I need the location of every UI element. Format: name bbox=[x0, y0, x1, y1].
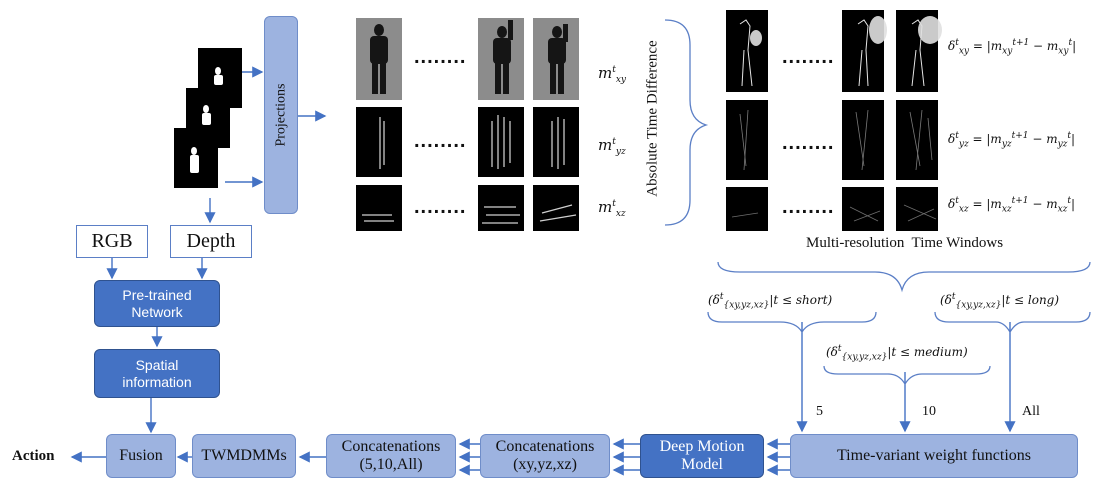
spatial-information-box: Spatial information bbox=[94, 349, 220, 398]
delta-xy-rhs: = |mxyt+1 − mxyt| bbox=[972, 38, 1077, 57]
depth-input-box: Depth bbox=[170, 225, 252, 258]
m-xy-sup: t bbox=[612, 65, 616, 75]
count-short: 5 bbox=[816, 404, 823, 419]
delta-xz-rhs: = |mxzt+1 − mxzt| bbox=[972, 196, 1076, 215]
m-yz-sub: yz bbox=[615, 147, 626, 157]
ellipsis-delta-yz: ........ bbox=[782, 132, 835, 154]
concat-xyz-title: Concatenations bbox=[495, 437, 595, 455]
m-xy-label: mtxy bbox=[598, 64, 627, 85]
ellipsis-delta-xz: ........ bbox=[782, 196, 835, 218]
map-yz-thumb-1 bbox=[356, 107, 402, 177]
fusion-box: Fusion bbox=[106, 434, 176, 478]
pretrained-network-box: Pre-trained Network bbox=[94, 280, 220, 327]
m-xy-sub: xy bbox=[615, 75, 627, 85]
xy-silhouettes bbox=[370, 20, 568, 94]
map-xz-thumb-3 bbox=[533, 185, 579, 231]
m-xz-sup: t bbox=[612, 199, 616, 209]
delta-xz-thumb-3 bbox=[896, 187, 938, 231]
fusion-label: Fusion bbox=[119, 446, 163, 464]
delta-yz-strokes bbox=[739, 109, 933, 171]
ellipsis-xz: ........ bbox=[414, 196, 467, 218]
delta-yz-rhs: = |myzt+1 − myzt| bbox=[972, 131, 1076, 150]
twmdmms-label: TWMDMMs bbox=[201, 446, 287, 464]
delta-xy-equation: δtxy = |mxyt+1 − mxyt| bbox=[948, 38, 1077, 57]
projections-label: Projections bbox=[272, 83, 288, 147]
projections-box: Projections bbox=[264, 16, 298, 214]
window-medium: (δt{xy,yz,xz}|t ≤ medium) bbox=[826, 344, 968, 363]
delta-xy-thumb-1 bbox=[726, 10, 768, 92]
map-xz-thumb-1 bbox=[356, 185, 402, 231]
delta-xz-strokes bbox=[731, 204, 937, 222]
delta-xy-outlines bbox=[739, 16, 942, 87]
concat-windows-box: Concatenations (5,10,All) bbox=[326, 434, 456, 478]
delta-yz-equation: δtyz = |myzt+1 − myzt| bbox=[948, 131, 1076, 150]
yz-strokes bbox=[379, 115, 565, 169]
ellipsis-delta-xy: ........ bbox=[782, 46, 835, 68]
window-short: (δt{xy,yz,xz}|t ≤ short) bbox=[708, 292, 833, 311]
delta-yz-sub: yz bbox=[958, 139, 969, 150]
delta-yz-thumb-1 bbox=[726, 100, 768, 180]
deep-motion-model-label: Deep Motion Model bbox=[659, 437, 745, 473]
delta-xz-thumb-2 bbox=[842, 187, 884, 231]
rgb-input-box: RGB bbox=[76, 225, 148, 258]
deep-motion-model-box: Deep Motion Model bbox=[640, 434, 764, 478]
rgb-label: RGB bbox=[91, 230, 133, 252]
twmdmms-box: TWMDMMs bbox=[192, 434, 296, 478]
delta-yz-thumb-3 bbox=[896, 100, 938, 180]
time-variant-weight-label: Time-variant weight functions bbox=[836, 446, 1032, 464]
concat-windows-title: Concatenations bbox=[341, 437, 441, 455]
absolute-time-difference-label: Absolute Time Difference bbox=[644, 40, 661, 197]
action-output-label: Action bbox=[12, 448, 55, 464]
pretrained-network-label: Pre-trained Network bbox=[122, 287, 192, 320]
delta-xy-sub: xy bbox=[958, 46, 970, 57]
count-all: All bbox=[1022, 404, 1040, 419]
depth-label: Depth bbox=[186, 230, 236, 252]
concat-xyz-sub: (xy,yz,xz) bbox=[513, 456, 577, 473]
count-medium: 10 bbox=[922, 404, 936, 419]
m-xz-label: mtxz bbox=[598, 198, 626, 219]
xz-strokes bbox=[362, 204, 577, 224]
silhouette-frames bbox=[190, 67, 223, 173]
m-yz-label: mtyz bbox=[598, 136, 626, 157]
delta-yz-thumb-2 bbox=[842, 100, 884, 180]
delta-xz-equation: δtxz = |mxzt+1 − mxzt| bbox=[948, 196, 1076, 215]
m-xz-sub: xz bbox=[615, 209, 626, 219]
spatial-information-label: Spatial information bbox=[122, 357, 192, 390]
map-yz-thumb-2 bbox=[478, 107, 524, 177]
delta-xz-thumb-1 bbox=[726, 187, 768, 231]
time-variant-weight-box: Time-variant weight functions bbox=[790, 434, 1078, 478]
ellipsis-xy: ........ bbox=[414, 46, 467, 68]
delta-xz-sub: xz bbox=[958, 204, 969, 215]
concat-windows-sub: (5,10,All) bbox=[359, 456, 423, 473]
ellipsis-yz: ........ bbox=[414, 130, 467, 152]
m-yz-sup: t bbox=[612, 137, 616, 147]
window-long: (δt{xy,yz,xz}|t ≤ long) bbox=[940, 292, 1060, 311]
map-yz-thumb-3 bbox=[533, 107, 579, 177]
multi-resolution-label: Multi-resolution Time Windows bbox=[806, 235, 1004, 251]
concat-xyz-box: Concatenations (xy,yz,xz) bbox=[480, 434, 610, 478]
